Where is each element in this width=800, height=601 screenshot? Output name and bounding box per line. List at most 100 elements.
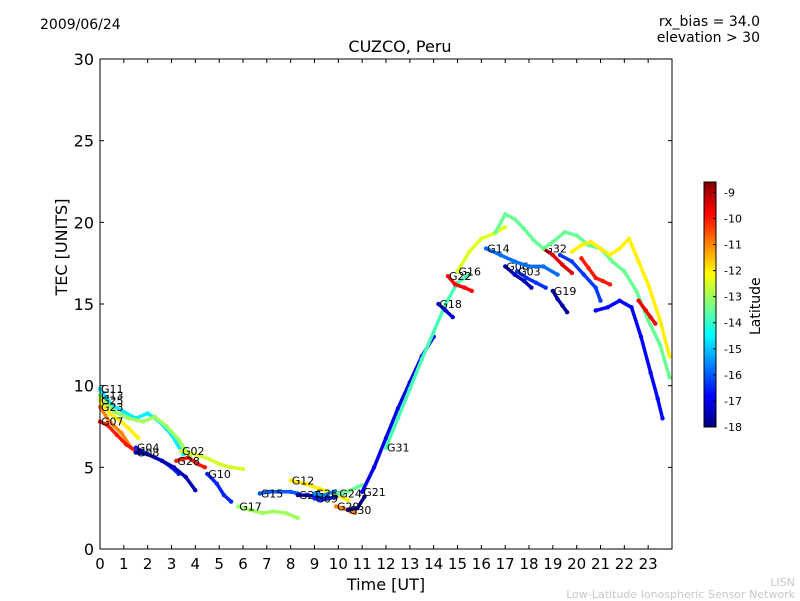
colorbar: -9 -10 -11 -12 -13 -14 -15 -16 -17 -18: [703, 181, 742, 434]
x-tick-label: 10: [329, 555, 348, 573]
x-tick-label: 22: [615, 555, 634, 573]
data-point: [107, 419, 112, 424]
data-point: [562, 229, 567, 235]
data-point: [345, 507, 351, 512]
data-point: [240, 466, 246, 472]
data-point: [336, 491, 341, 496]
satellite-label: G30: [349, 504, 372, 517]
satellite-label: G15: [261, 488, 284, 501]
data-point: [605, 305, 610, 310]
data-point: [436, 301, 441, 307]
data-point: [529, 285, 534, 290]
series-line: [593, 298, 665, 421]
satellite-label: G12: [292, 474, 315, 487]
data-point: [550, 239, 555, 245]
x-tick-label: 17: [496, 555, 515, 573]
satellite-label: G07: [101, 416, 124, 429]
data-point: [452, 282, 458, 287]
data-point: [524, 275, 529, 281]
x-axis-label: Time [UT]: [346, 575, 426, 594]
data-point: [667, 354, 672, 359]
data-point: [445, 274, 451, 279]
data-point: [598, 298, 603, 303]
data-point: [228, 499, 234, 504]
data-point: [653, 321, 658, 326]
series-line: [98, 387, 186, 457]
data-point: [205, 471, 210, 477]
x-tick-label: 19: [543, 555, 562, 573]
data-point: [340, 506, 346, 511]
data-point: [236, 504, 241, 509]
chart-axes: 0 1 2 3 4 5 6 7 8 9 10 11 12 13 14 15 16 17 18 19 20 21 22 2305…: [74, 50, 672, 573]
colorbar-tick-label: -18: [724, 421, 742, 434]
data-point: [107, 411, 112, 416]
chart-title: CUZCO, Peru: [348, 37, 452, 56]
data-point: [145, 452, 150, 457]
satellite-label: G31: [387, 442, 410, 455]
satellite-label: G26: [316, 488, 339, 501]
data-point: [352, 510, 358, 516]
data-point: [648, 314, 653, 320]
data-point: [569, 270, 575, 276]
series-track-32: [579, 256, 613, 287]
data-point: [514, 269, 520, 274]
series-g22: G22: [445, 270, 474, 294]
data-point: [655, 396, 660, 401]
x-tick-label: 7: [262, 555, 272, 573]
y-tick-label: 15: [74, 295, 94, 314]
data-point: [512, 216, 517, 222]
data-point: [395, 416, 401, 421]
data-point: [588, 239, 594, 245]
satellite-label: G02: [182, 445, 205, 458]
satellite-label: G11: [101, 383, 124, 396]
data-point: [183, 474, 188, 480]
series-line: [493, 212, 672, 380]
x-tick-label: 20: [567, 555, 586, 573]
data-point: [579, 243, 584, 248]
data-point: [646, 282, 651, 287]
data-point: [302, 481, 308, 486]
satellite-label: G17: [239, 501, 262, 514]
y-tick-label: 20: [74, 213, 94, 232]
colorbar-tick-label: -17: [724, 395, 742, 408]
data-point: [593, 275, 598, 281]
data-point: [355, 506, 360, 511]
satellite-label: G28: [177, 455, 200, 468]
series-g15: G15: [257, 488, 300, 501]
data-point: [152, 414, 157, 419]
x-tick-label: 9: [310, 555, 320, 573]
x-tick-label: 8: [286, 555, 296, 573]
data-point: [221, 492, 227, 498]
data-point: [140, 419, 146, 424]
data-point: [295, 492, 300, 498]
data-point: [648, 370, 653, 375]
data-point: [531, 238, 536, 243]
data-point: [271, 509, 277, 514]
x-tick-label: 13: [400, 555, 419, 573]
x-tick-label: 2: [143, 555, 153, 573]
data-point: [503, 264, 508, 269]
series-g10: G10: [205, 468, 234, 504]
satellite-label: G19: [554, 285, 577, 298]
series-line: [503, 264, 534, 290]
series-g16: G16: [455, 225, 508, 278]
data-point: [431, 329, 436, 334]
series-line: [296, 493, 329, 499]
data-point: [522, 278, 527, 284]
satellite-label: G24: [339, 488, 362, 501]
x-tick-label: 15: [448, 555, 467, 573]
footer-brand: LISN: [770, 576, 795, 589]
series-line: [446, 274, 474, 293]
series-line: [579, 256, 612, 287]
x-tick-label: 16: [472, 555, 491, 573]
data-point: [133, 450, 138, 455]
data-point: [360, 489, 365, 494]
data-point: [560, 262, 565, 267]
data-point: [317, 486, 322, 491]
data-point: [657, 318, 663, 323]
data-point: [493, 229, 498, 235]
x-tick-label: 0: [95, 555, 105, 573]
series-line: [515, 269, 548, 290]
data-point: [133, 445, 138, 450]
data-point: [333, 494, 339, 499]
